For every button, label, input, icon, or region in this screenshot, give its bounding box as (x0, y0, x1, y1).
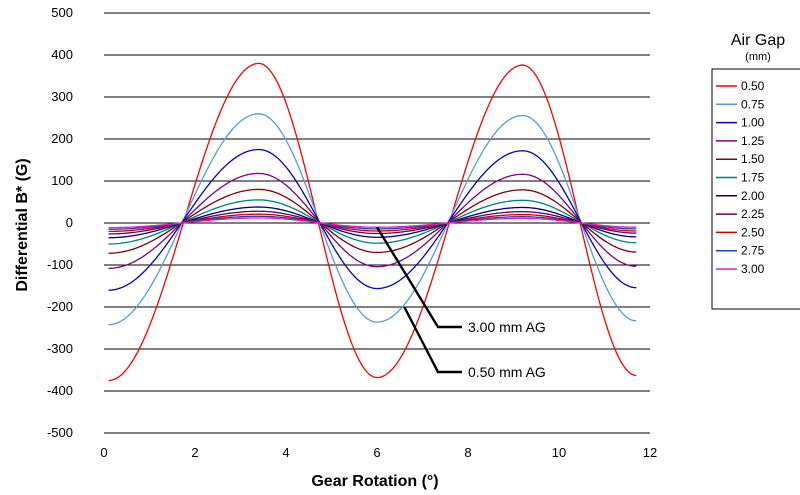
x-tick-label: 0 (100, 445, 107, 460)
series-line-0.75 (108, 113, 637, 326)
series-line-1.50 (108, 188, 637, 254)
series-line-1.00 (108, 148, 637, 291)
grid-lines (104, 12, 650, 434)
series-line-0.50 (108, 62, 637, 382)
y-tick-label: -300 (47, 341, 73, 356)
y-tick-label: 200 (51, 131, 73, 146)
y-tick-label: -100 (47, 257, 73, 272)
series-line-1.25 (108, 172, 637, 270)
series-line-2.25 (108, 210, 637, 235)
legend-label: 2.75 (741, 244, 765, 258)
annotation-line (375, 226, 462, 329)
y-tick-label: -500 (47, 425, 73, 440)
x-tick-labels: 0 2 4 6 8 10 12 (100, 445, 657, 460)
annotation-line (403, 306, 462, 374)
y-tick-label: -200 (47, 299, 73, 314)
legend-items: 0.50 0.75 1.00 1.25 1.50 1.75 2.00 2.25 2.50 2.75… (716, 79, 765, 276)
legend-label: 2.50 (741, 225, 765, 239)
x-tick-label: 10 (552, 445, 566, 460)
legend-label: 0.50 (741, 79, 765, 93)
y-axis-title: Differential B* (G) (14, 158, 31, 291)
x-axis-title: Gear Rotation (°) (311, 473, 438, 490)
legend-label: 3.00 (741, 262, 765, 276)
legend-subtitle: (mm) (745, 51, 771, 63)
annotation-label: 0.50 mm AG (468, 364, 546, 380)
y-tick-labels: 500 400 300 200 100 0 -100 -200 -300 -400 -500 (47, 5, 73, 440)
series-line-2.00 (108, 206, 637, 239)
x-tick-label: 2 (191, 445, 198, 460)
legend-label: 1.25 (741, 134, 765, 148)
series-line-1.75 (108, 199, 637, 245)
y-tick-label: 300 (51, 89, 73, 104)
x-tick-label: 4 (282, 445, 289, 460)
y-tick-label: 100 (51, 173, 73, 188)
legend-label: 1.50 (741, 152, 765, 166)
series-line-2.50 (108, 213, 637, 233)
legend-label: 2.00 (741, 189, 765, 203)
annotations: 3.00 mm AG 0.50 mm AG (375, 226, 546, 380)
y-tick-label: 400 (51, 47, 73, 62)
legend: Air Gap (mm) 0.50 0.75 1.00 1.25 1.50 1.75 2.0… (711, 32, 800, 310)
y-tick-label: 500 (51, 5, 73, 20)
x-tick-label: 6 (373, 445, 380, 460)
x-tick-label: 8 (464, 445, 471, 460)
y-tick-label: -400 (47, 383, 73, 398)
x-tick-label: 12 (643, 445, 657, 460)
y-tick-label: 0 (66, 215, 73, 230)
legend-label: 1.75 (741, 171, 765, 185)
series-lines (108, 62, 637, 382)
legend-label: 0.75 (741, 97, 765, 111)
legend-label: 1.00 (741, 116, 765, 130)
annotation-label: 3.00 mm AG (468, 319, 546, 335)
legend-label: 2.25 (741, 207, 765, 221)
legend-title: Air Gap (731, 32, 785, 49)
